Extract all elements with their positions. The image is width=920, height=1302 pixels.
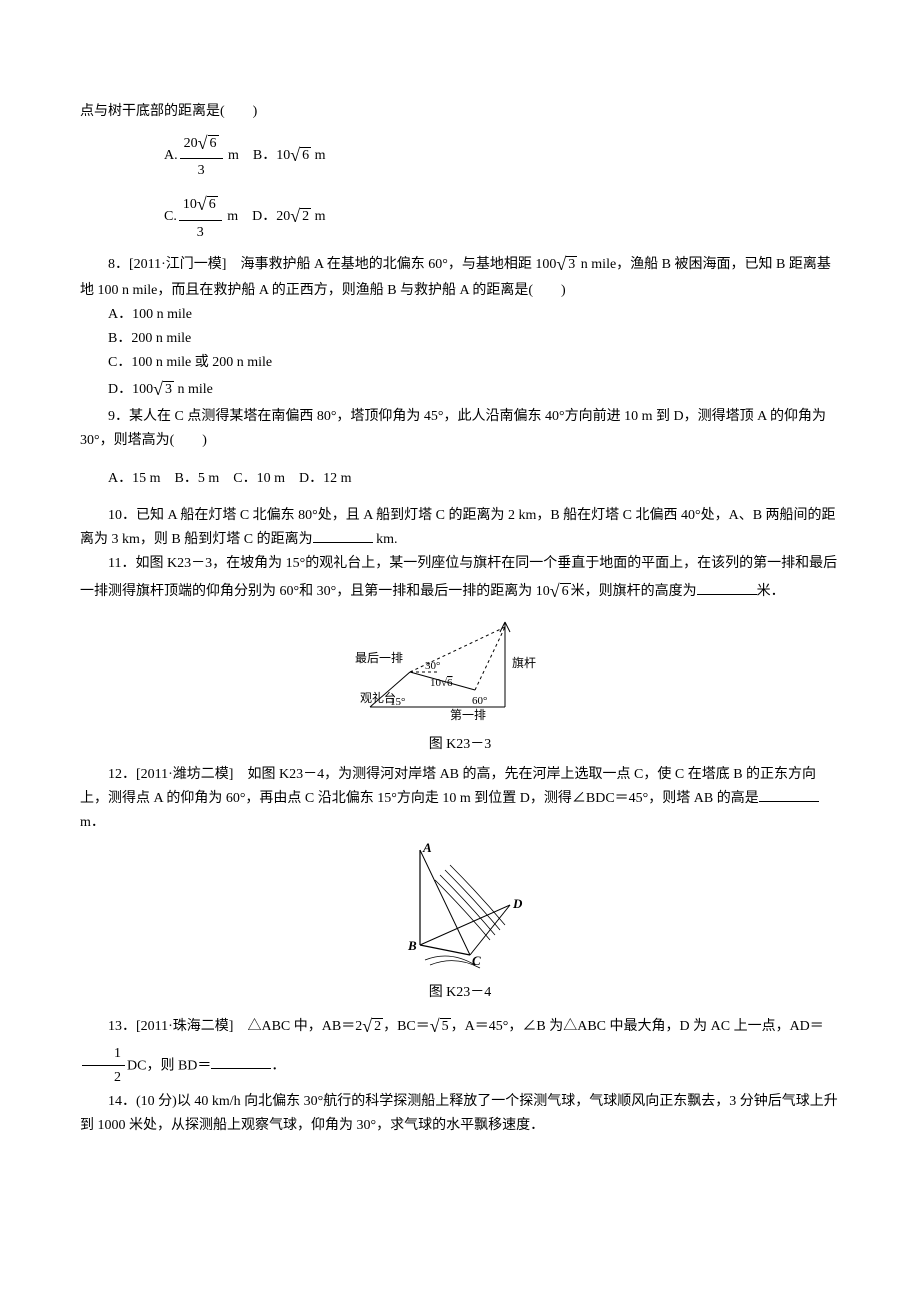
q7-B-root: 6 [300, 147, 311, 163]
q7-B-unit: m [311, 148, 325, 163]
q13-fd: 2 [82, 1066, 125, 1090]
q7-C-den: 3 [179, 221, 222, 245]
q13-r2: 5 [440, 1018, 451, 1034]
q13-text: 13．[2011·珠海二模] △ABC 中，AB＝2√2，BC＝√5，A＝45°… [80, 1011, 840, 1090]
q8-optD-prefix: D．100 [108, 382, 153, 397]
q11-part2: 米，则旗杆的高度为 [571, 584, 697, 599]
fig3-30: 30° [425, 660, 440, 672]
q10-part1: 10．已知 A 船在灯塔 C 北偏东 80°处，且 A 船到灯塔 C 的距离为 … [80, 508, 836, 547]
q7-A-root: 6 [208, 135, 219, 151]
q8-optC: C．100 n mile 或 200 n mile [108, 351, 840, 375]
q8-part1: 8．[2011·江门一模] 海事救护船 A 在基地的北偏东 60°，与基地相距 … [108, 257, 556, 272]
q12-text: 12．[2011·潍坊二模] 如图 K23－4，为测得河对岸塔 AB 的高，先在… [80, 763, 840, 834]
q8-optB: B．200 n mile [108, 327, 840, 351]
q13-r1: 2 [372, 1018, 383, 1034]
q13-fn: 1 [82, 1042, 125, 1067]
q13-p2: ，BC＝ [383, 1019, 430, 1034]
q11-suffix: 米． [757, 584, 785, 599]
q13-frac: 12 [82, 1042, 125, 1091]
q12-suffix: m． [80, 815, 105, 830]
q7-B-coef: 10 [276, 148, 290, 163]
q7-fragment: 点与树干底部的距离是( ) [80, 100, 840, 124]
q7-A-den: 3 [180, 159, 223, 183]
q8-text: 8．[2011·江门一模] 海事救护船 A 在基地的北偏东 60°，与基地相距 … [80, 249, 840, 303]
fig3-first-row: 第一排 [450, 708, 486, 722]
fig4-D: D [512, 896, 523, 911]
fig3-dist-coef: 10 [430, 677, 442, 689]
q13-p3: ，A＝45°，∠B 为△ABC 中最大 [451, 1019, 652, 1034]
fig4-C: C [472, 953, 481, 968]
q8-optD-root: 3 [163, 381, 174, 397]
q7-C-root: 6 [207, 196, 218, 212]
q10-blank [313, 528, 373, 543]
q8-root: 3 [566, 256, 577, 272]
q11-text: 11．如图 K23－3，在坡角为 15°的观礼台上，某一列座位与旗杆在同一个垂直… [80, 552, 840, 606]
q8-optD-suffix: n mile [174, 382, 213, 397]
q14-text: 14．(10 分)以 40 km/h 向北偏东 30°航行的科学探测船上释放了一… [80, 1090, 840, 1138]
fig3-15: 15° [390, 696, 405, 708]
q7-A-num: 20 [184, 136, 198, 151]
q7-C-unit: m [224, 209, 238, 224]
q7-D-root: 2 [300, 208, 311, 224]
q7-row2: C.10√63 m D．20√2 m [164, 189, 840, 244]
q12-blank [759, 787, 819, 802]
fig3-last-row: 最后一排 [355, 651, 403, 665]
q7-C-frac: 10√63 [179, 189, 222, 244]
q8-part2: n mile， [577, 257, 630, 272]
q13-blank [211, 1054, 271, 1069]
fig3-dist-root: 6 [447, 677, 453, 689]
q8-options: A．100 n mile B．200 n mile C．100 n mile 或… [108, 303, 840, 405]
fig4-A: A [422, 840, 432, 855]
q7-B-prefix: B． [253, 148, 276, 163]
q7-C-prefix: C. [164, 209, 177, 224]
q7-C-num: 10 [183, 197, 197, 212]
q13-p5: DC，则 BD＝ [127, 1058, 211, 1073]
fig4-B: B [407, 938, 417, 953]
q7-row1: A.20√63 m B．10√6 m [164, 128, 840, 183]
q11-root: 6 [560, 583, 571, 599]
q8-optD: D．100√3 n mile [108, 374, 840, 405]
q7-D-coef: 20 [276, 209, 290, 224]
fig3-60: 60° [472, 695, 487, 707]
page-content: 点与树干底部的距离是( ) A.20√63 m B．10√6 m C.10√63… [0, 0, 920, 1198]
q13-p1: 13．[2011·珠海二模] △ABC 中，AB＝2 [108, 1019, 362, 1034]
q9-text: 9．某人在 C 点测得某塔在南偏西 80°，塔顶仰角为 45°，此人沿南偏东 4… [80, 405, 840, 453]
q10-suffix: km. [373, 532, 398, 547]
q8-optA: A．100 n mile [108, 303, 840, 327]
q7-D-prefix: D． [252, 209, 276, 224]
fig-k23-4-svg: A B C D [380, 840, 540, 970]
fig3-flag: 旗杆 [512, 655, 536, 670]
q7-A-frac: 20√63 [180, 128, 223, 183]
fig-k23-3-caption: 图 K23－3 [80, 733, 840, 757]
q11-blank [697, 580, 757, 595]
q7-options: A.20√63 m B．10√6 m C.10√63 m D．20√2 m [164, 128, 840, 245]
q13-p4: 角，D 为 AC 上一点，AD＝ [652, 1019, 824, 1034]
fig-k23-4-caption: 图 K23－4 [80, 981, 840, 1005]
q10-text: 10．已知 A 船在灯塔 C 北偏东 80°处，且 A 船到灯塔 C 的距离为 … [80, 504, 840, 552]
fig-k23-3-svg: 最后一排 30° 10√6 观礼台 15° 60° 第一排 旗杆 [350, 612, 570, 722]
q12-part1: 12．[2011·潍坊二模] 如图 K23－4，为测得河对岸塔 AB 的高，先在… [80, 767, 816, 806]
figure-k23-4: A B C D 图 K23－4 [80, 840, 840, 1005]
q7-A-prefix: A. [164, 148, 178, 163]
q7-A-unit: m [225, 148, 239, 163]
q7-D-unit: m [311, 209, 325, 224]
q13-suffix: ． [271, 1058, 285, 1073]
figure-k23-3: 最后一排 30° 10√6 观礼台 15° 60° 第一排 旗杆 图 K23－3 [80, 612, 840, 757]
svg-text:10√6: 10√6 [430, 677, 453, 689]
q9-options: A．15 m B．5 m C．10 m D．12 m [108, 467, 840, 491]
